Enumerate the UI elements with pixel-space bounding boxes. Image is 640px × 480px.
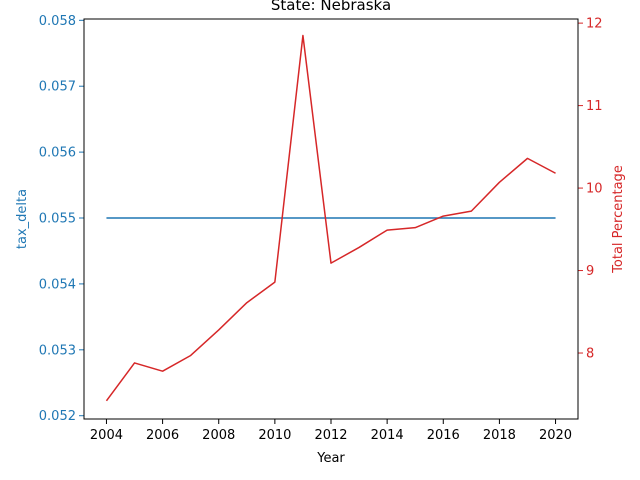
left-y-tick-label: 0.057 <box>39 80 76 95</box>
left-y-tick-label: 0.055 <box>39 212 76 227</box>
total-percentage-line <box>105 34 556 402</box>
left-y-tick-label: 0.052 <box>39 409 76 424</box>
x-tick-label: 2012 <box>314 428 347 443</box>
right-y-tick-label: 11 <box>586 99 603 114</box>
x-tick-label: 2016 <box>427 428 460 443</box>
left-y-tick-label: 0.053 <box>39 343 76 358</box>
right-y-tick-label: 8 <box>586 347 594 362</box>
x-tick-label: 2004 <box>90 428 123 443</box>
x-tick-label: 2010 <box>258 428 291 443</box>
right-y-tick-label: 12 <box>586 17 603 32</box>
left-y-tick-label: 0.058 <box>39 14 76 29</box>
right-y-axis-label: Total Percentage <box>611 165 626 274</box>
plot-frame <box>83 18 579 420</box>
right-y-tick-label: 9 <box>586 264 594 279</box>
x-tick-label: 2014 <box>371 428 404 443</box>
x-axis-label: Year <box>316 451 345 466</box>
x-tick-label: 2008 <box>202 428 235 443</box>
right-y-tick-label: 10 <box>586 182 603 197</box>
x-tick-label: 2020 <box>539 428 572 443</box>
x-tick-label: 2006 <box>146 428 179 443</box>
left-y-axis-label: tax_delta <box>15 189 30 249</box>
left-y-tick-label: 0.054 <box>39 277 76 292</box>
left-y-tick-label: 0.056 <box>39 146 76 161</box>
chart-title: State: Nebraska <box>271 0 391 14</box>
x-tick-label: 2018 <box>483 428 516 443</box>
